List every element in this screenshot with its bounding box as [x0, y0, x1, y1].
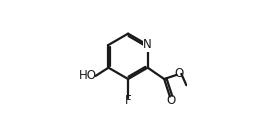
Text: O: O — [175, 67, 184, 80]
Text: N: N — [143, 38, 152, 51]
Text: O: O — [167, 94, 176, 107]
Text: F: F — [125, 94, 131, 107]
Text: HO: HO — [79, 69, 97, 82]
